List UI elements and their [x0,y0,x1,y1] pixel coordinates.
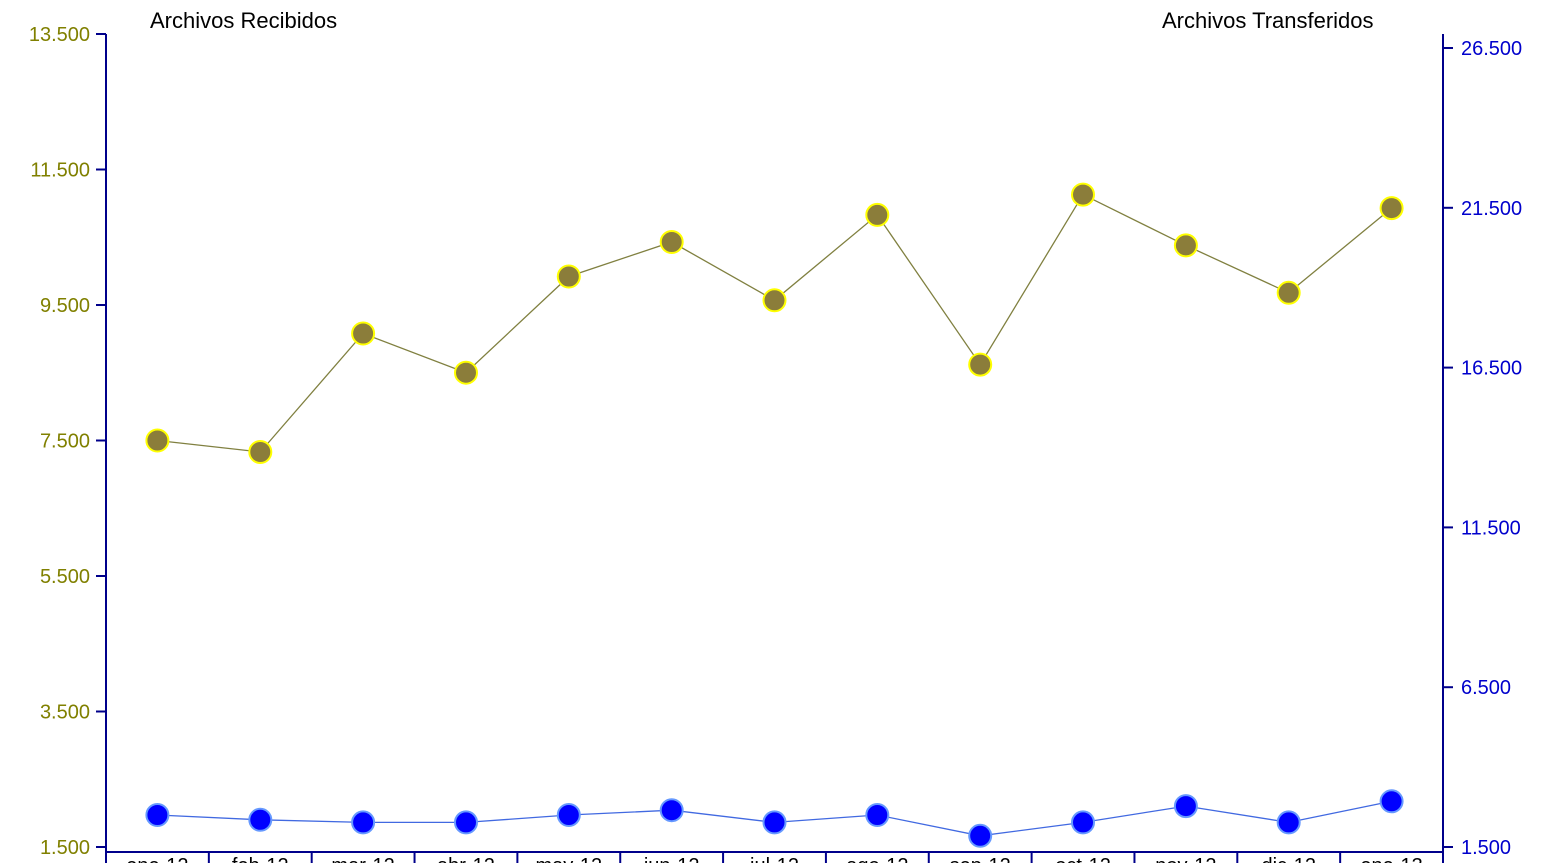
right-tick-label: 16.500 [1461,358,1522,380]
left-tick-label: 9.500 [40,295,90,317]
category-label: ene-13 [1360,855,1422,863]
series-point [659,798,684,823]
category-label: may-12 [535,855,602,863]
series-point [1276,280,1301,305]
category-label: oct-12 [1055,855,1111,863]
right-tick-label: 21.500 [1461,198,1522,220]
series-point [968,823,993,848]
right-tick-label: 26.500 [1461,38,1522,60]
series-point [865,202,890,227]
category-label: abr-12 [437,855,495,863]
series-point [248,440,273,464]
series-point [1173,794,1198,819]
series-point [351,810,376,835]
series-layer [145,182,1404,848]
series-point [762,288,787,313]
right-tick-label: 11.500 [1461,517,1521,539]
series-point [556,803,581,827]
series-point [1379,789,1404,814]
series-point [968,352,993,377]
right-tick-label: 6.500 [1461,677,1511,699]
left-tick-label: 1.500 [40,837,90,859]
series-point [762,810,787,835]
category-axis: ene-12 feb-12 mar-12 abr-12 may-12 jun-12 jul-… [105,851,1444,863]
series-point [454,810,478,835]
left-tick-label: 5.500 [40,566,90,588]
series-point [1071,182,1095,207]
series-point [659,230,684,254]
series-point [1173,233,1198,258]
category-label: jun-12 [643,855,700,863]
category-label: sep-12 [950,855,1011,863]
series-point [1071,810,1095,835]
series-point [351,321,376,346]
left-axis-title: Archivos Recibidos [150,8,338,33]
category-label: ene-12 [126,855,188,863]
category-label: feb-12 [232,855,289,863]
chart-axes: 1.500 3.500 5.500 7.500 9.500 11.500 13.500 1.5… [29,24,1522,863]
category-label: mar-12 [331,855,394,863]
category-label: nov-12 [1155,855,1216,863]
right-tick-label: 1.500 [1461,837,1511,859]
series-point [556,264,581,289]
category-label: ago-12 [846,855,908,863]
left-tick-label: 3.500 [40,702,90,724]
series-point [1276,810,1301,835]
left-tick-label: 11.500 [30,160,90,182]
right-axis-title: Archivos Transferidos [1162,8,1374,33]
left-tick-label: 7.500 [40,431,90,453]
series-point [1379,196,1404,221]
series-point [454,360,478,385]
left-tick-label: 13.500 [29,24,90,46]
series-line [157,193,1393,453]
series-point [145,803,170,827]
category-label: dic-12 [1261,855,1315,863]
series-point [865,803,890,827]
category-label: jul-12 [749,855,799,863]
series-point [248,807,273,832]
series-point [145,428,170,453]
